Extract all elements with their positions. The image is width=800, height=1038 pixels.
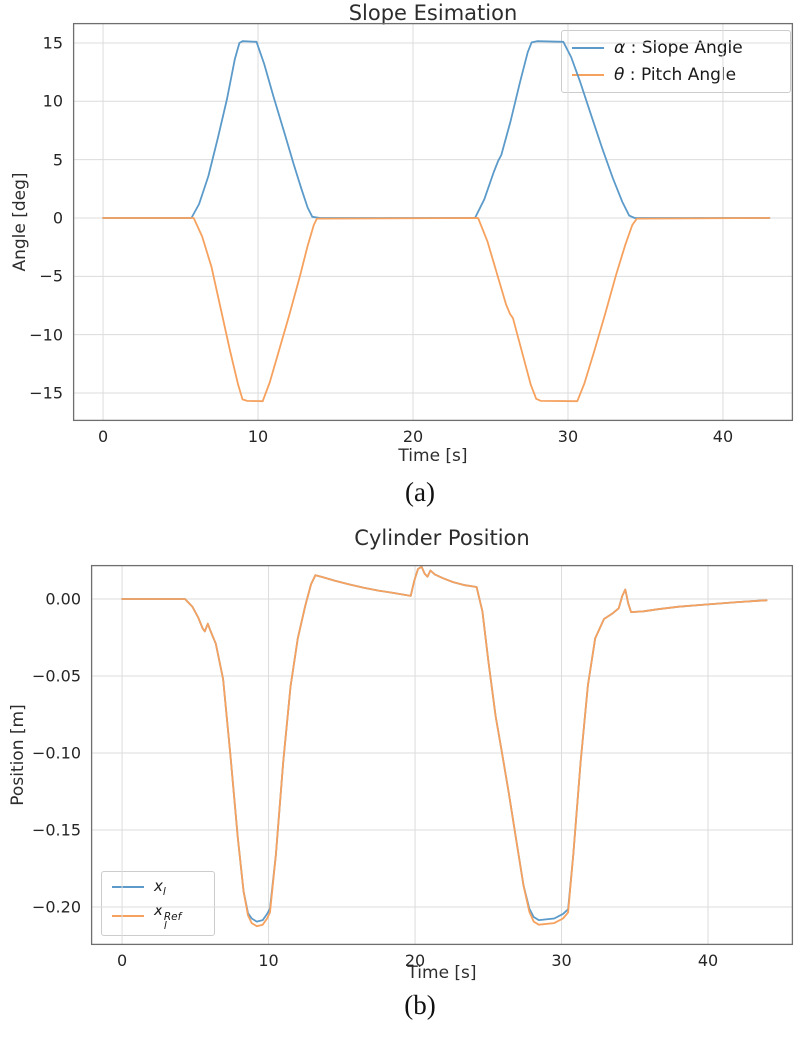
legend-label-xl: xl [154, 877, 166, 898]
chart-a-x-tick-label: 30 [557, 427, 579, 446]
legend-line-sample-xl [112, 886, 144, 888]
chart-b-series-x-l-ref [121, 565, 768, 928]
chart-b-y-tick-label: −0.15 [31, 820, 81, 840]
chart-a-y-axis-label: Angle [deg] [10, 172, 30, 272]
chart-a-series-theta-pitch-angle [102, 217, 771, 403]
legend-label-xl-ref: x Ref l [154, 901, 181, 931]
legend-label-pitch-angle: θ : Pitch Angle [614, 65, 736, 85]
xl-ref-superscript: Ref [163, 910, 182, 923]
chart-a-y-tick-label: 15 [42, 33, 63, 53]
chart-b-legend: xl x Ref l [101, 871, 215, 936]
chart-b-x-tick-label: 30 [551, 951, 572, 970]
legend-line-sample-alpha [572, 46, 604, 49]
chart-b-x-tick-label: 10 [258, 951, 279, 970]
chart-a-x-tick-label: 20 [402, 427, 424, 446]
chart-a-x-tick-label: 10 [247, 427, 269, 446]
subfigure-b-caption: (b) [404, 990, 436, 1020]
chart-a-y-tick-label: −10 [29, 325, 63, 345]
chart-a-y-tick-label: 10 [42, 91, 63, 111]
chart-b-x-tick-label: 40 [697, 951, 719, 970]
chart-a-y-tick-label: −5 [39, 266, 63, 286]
chart-b-y-tick-label: −0.05 [31, 666, 81, 686]
chart-b-x-axis-label: Time [s] [407, 963, 477, 983]
chart-a-frame [72, 22, 794, 422]
alpha-symbol: α [614, 37, 626, 58]
legend-item-xl: xl [102, 877, 214, 898]
chart-b-title: Cylinder Position [354, 526, 530, 550]
chart-b-y-axis-label: Position [m] [8, 704, 28, 806]
theta-symbol: θ [614, 65, 625, 86]
chart-a-plot-area [72, 22, 794, 422]
chart-a-y-tick-label: 5 [52, 150, 63, 170]
chart-a-x-tick-label: 0 [97, 427, 109, 446]
chart-a-series-alpha-slope-angle [102, 40, 771, 219]
theta-label-text: : Pitch Angle [624, 65, 737, 86]
xl-base: x [154, 876, 163, 895]
chart-a-x-tick-label: 40 [712, 427, 734, 446]
chart-a-x-axis-label: Time [s] [398, 446, 468, 466]
chart-b-y-tick-label: 0.00 [45, 589, 81, 609]
chart-b-x-tick-label: 20 [404, 951, 426, 970]
chart-b-frame [90, 564, 794, 946]
legend-line-sample-xl-ref [112, 914, 144, 917]
chart-b-x-tick-label: 0 [116, 951, 128, 970]
chart-b-series-x-l [121, 565, 768, 923]
chart-a-y-tick-label: 0 [52, 208, 63, 228]
xl-ref-subscript: l [163, 919, 167, 932]
chart-b-y-tick-label: −0.20 [31, 897, 81, 917]
xl-ref-base: x [154, 900, 163, 919]
legend-item-pitch-angle: θ : Pitch Angle [562, 65, 790, 85]
chart-b-y-tick-label: −0.10 [31, 743, 81, 763]
chart-a-title: Slope Esimation [348, 1, 518, 25]
xl-subscript: l [162, 885, 166, 898]
legend-item-xl-ref: x Ref l [102, 901, 214, 931]
chart-a-y-tick-label: −15 [29, 383, 63, 403]
chart-b-plot-area [90, 564, 794, 946]
legend-line-sample-theta [572, 74, 604, 77]
subfigure-a-caption: (a) [405, 477, 435, 507]
